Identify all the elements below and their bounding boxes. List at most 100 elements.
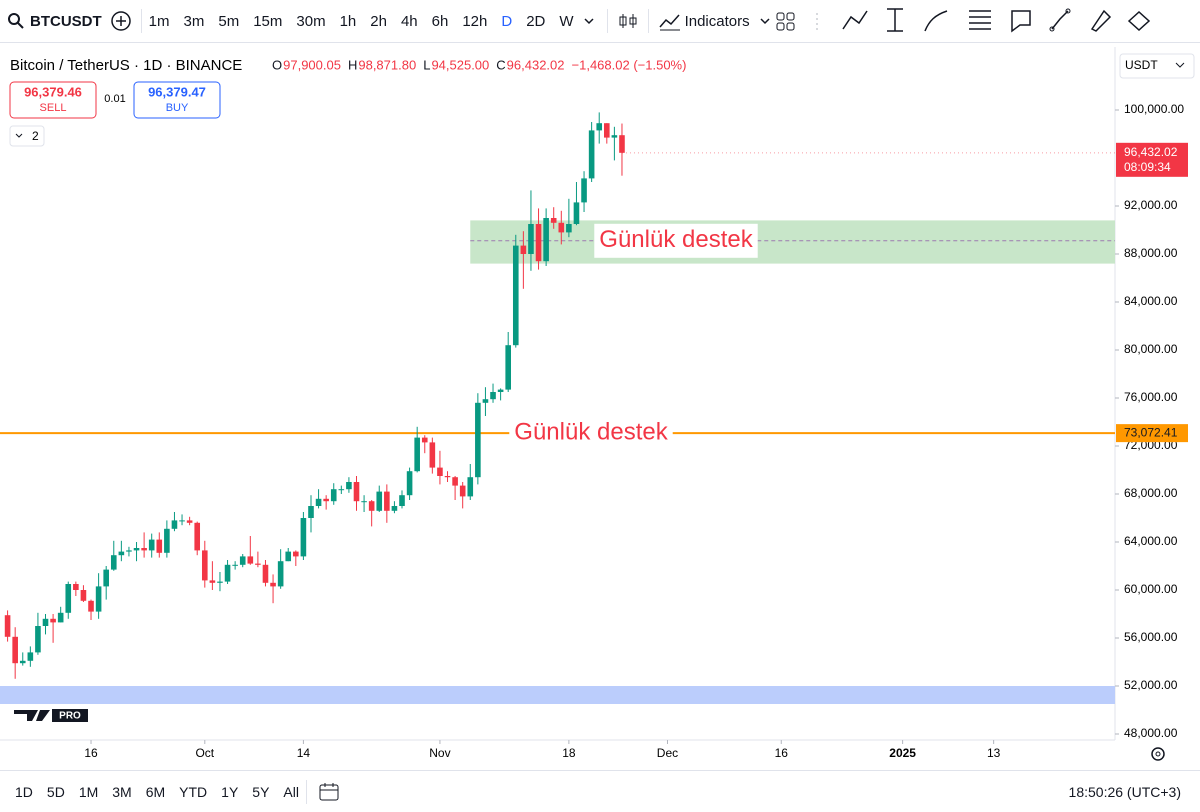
range[interactable]: 1M <box>78 783 99 800</box>
candle-body <box>50 618 56 623</box>
candle-body <box>399 495 405 506</box>
symbol-icon <box>8 13 24 29</box>
y-tick-label: 64,000.00 <box>1124 534 1178 548</box>
candle-body <box>459 485 466 497</box>
y-tick-label: 60,000.00 <box>1124 582 1178 596</box>
interval[interactable]: 3m <box>183 12 205 30</box>
candle-body <box>126 550 132 552</box>
logo: PRO <box>59 711 81 722</box>
interval[interactable]: 6h <box>431 12 449 30</box>
interval[interactable]: 12h <box>462 12 488 30</box>
settings[interactable] <box>1151 747 1165 761</box>
x-tick-label: 2025 <box>889 746 916 760</box>
overlay-band <box>0 686 1115 704</box>
indicators-menu[interactable] <box>757 13 773 29</box>
candle-body <box>255 563 261 565</box>
interval[interactable]: D <box>501 12 513 30</box>
candle-body <box>596 123 603 131</box>
goto-date[interactable] <box>317 780 341 804</box>
candle-body <box>164 528 170 553</box>
interval[interactable]: 5m <box>218 12 240 30</box>
candle-body <box>80 590 87 601</box>
candle-body <box>293 551 299 557</box>
candle-body <box>247 556 254 564</box>
currency-button[interactable] <box>1119 53 1195 79</box>
candle-body <box>103 569 109 587</box>
range[interactable]: 3M <box>112 783 132 800</box>
zone-label-bg <box>594 223 758 258</box>
y-tick-label: 68,000.00 <box>1124 486 1178 500</box>
currency-menu <box>1175 62 1185 68</box>
indicators[interactable]: Indicators <box>684 12 750 30</box>
symbol[interactable]: BTCUSDT <box>30 12 102 30</box>
interval[interactable]: 1h <box>339 12 357 30</box>
candle-body <box>239 556 246 565</box>
candle-body <box>330 489 337 502</box>
indicators-icon[interactable] <box>657 9 683 33</box>
chart: Bitcoin / TetherUS · 1D · BINANCE O 97,90… <box>0 47 1195 761</box>
drawing-tools[interactable] <box>807 1 1167 41</box>
layout[interactable] <box>773 9 799 33</box>
range[interactable]: 5Y <box>252 783 270 800</box>
candle-body <box>65 584 72 613</box>
logo-mark <box>14 710 50 721</box>
buy-button[interactable] <box>133 81 221 119</box>
candle-body <box>262 564 269 583</box>
candle-body <box>482 399 489 403</box>
y-tick-label: 88,000.00 <box>1124 246 1178 260</box>
legend-title: Bitcoin / TetherUS · 1D · BINANCE <box>10 57 242 74</box>
add-symbol[interactable] <box>109 9 133 33</box>
candle-body <box>186 520 193 523</box>
sell-button[interactable] <box>9 81 97 119</box>
interval[interactable]: 2D <box>526 12 546 30</box>
separator <box>647 9 649 33</box>
separator <box>140 9 142 33</box>
line-label: Günlük destek <box>514 418 668 445</box>
y-tick-label: 80,000.00 <box>1124 342 1178 356</box>
candle-body <box>12 636 18 664</box>
candle-body <box>209 580 216 583</box>
range[interactable]: YTD <box>179 783 208 800</box>
range[interactable]: 5D <box>46 783 65 800</box>
range[interactable]: 1D <box>15 783 33 800</box>
candle-body <box>315 498 322 506</box>
interval[interactable]: 4h <box>400 12 418 30</box>
line-price-tag <box>1116 424 1188 443</box>
range[interactable]: All <box>283 783 299 800</box>
candle-body <box>444 476 451 478</box>
candle-body <box>535 224 542 262</box>
candle-body <box>475 402 481 478</box>
x-tick-label: 14 <box>297 746 311 760</box>
sell-label: SELL <box>40 102 67 114</box>
y-tick-label: 52,000.00 <box>1124 678 1178 692</box>
candle-body <box>270 582 276 587</box>
interval-menu[interactable] <box>581 13 597 29</box>
candle-body <box>368 501 375 511</box>
candle-body <box>604 123 610 138</box>
x-tick-label: 16 <box>84 746 98 760</box>
interval[interactable]: W <box>559 12 574 30</box>
y-tick-label: 92,000.00 <box>1124 198 1178 212</box>
last-price-label: 96,432.02 <box>1124 145 1178 159</box>
clock: 18:50:26 (UTC+3) <box>1068 783 1181 800</box>
candle-body <box>505 345 511 390</box>
range[interactable]: 6M <box>145 783 166 800</box>
layers-button[interactable] <box>9 125 45 147</box>
ohlc-key: C <box>496 57 505 72</box>
interval[interactable]: 15m <box>253 12 283 30</box>
range[interactable]: 1Y <box>221 783 239 800</box>
interval[interactable]: 2h <box>370 12 387 30</box>
spread: 0.01 <box>104 93 125 105</box>
x-tick-label: 13 <box>987 746 1001 760</box>
chart-type[interactable] <box>608 9 648 33</box>
candle-body <box>406 471 413 496</box>
interval[interactable]: 1m <box>148 12 170 30</box>
interval[interactable]: 30m <box>296 12 326 30</box>
candle-body <box>308 506 314 518</box>
x-tick-label: Oct <box>195 746 214 760</box>
candle-body <box>558 222 565 233</box>
candle-body <box>353 482 360 502</box>
candle-body <box>110 555 117 570</box>
bottom-bar: 1D 5D 1M 3M 6M YTD 1Y 5Y All 18:50:26 (UTC+3) <box>0 770 1200 812</box>
